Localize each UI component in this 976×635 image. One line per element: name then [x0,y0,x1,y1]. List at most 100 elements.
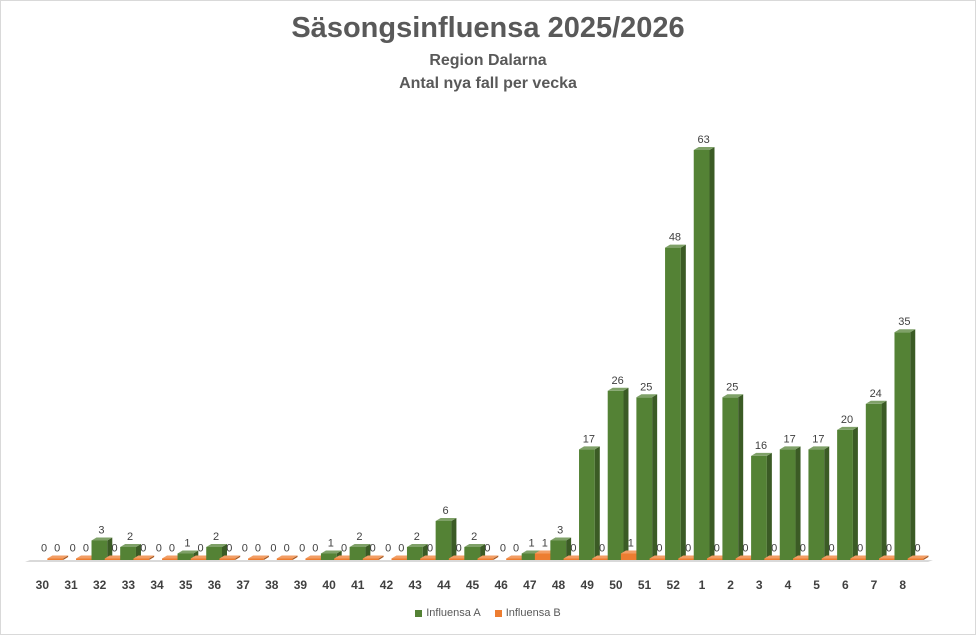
chart-subtitle-measure: Antal nya fall per vecka [399,75,577,92]
bar-b-8 [907,558,924,560]
value-label-b-4: 0 [800,543,806,555]
bar-a-1 [693,150,710,560]
x-tick-48: 48 [552,578,566,592]
bar-top-a-3 [751,452,772,456]
bar-b-50 [620,553,637,560]
chart-legend: Influensa A Influensa B [0,607,976,619]
bar-top-a-33 [120,543,141,547]
value-label-a-50: 26 [611,375,623,387]
bar-top-a-45 [464,543,486,547]
bar-side-a-4 [795,446,801,560]
bar-side-a-52 [680,244,686,560]
bar-b-46 [506,558,522,560]
value-label-b-48: 0 [570,543,576,555]
bar-b-52 [678,558,695,560]
value-label-a-43: 2 [414,531,420,543]
value-label-b-41: 0 [370,543,376,555]
bar-side-b-38 [292,555,298,560]
value-label-a-49: 17 [583,433,595,445]
value-label-a-48: 3 [557,524,563,536]
value-label-b-35: 0 [198,543,204,555]
bar-b-49 [592,558,608,560]
bar-top-a-43 [406,543,428,547]
bar-top-a-2 [722,394,744,398]
value-label-b-34: 0 [169,543,175,555]
value-label-b-33: 0 [140,543,146,555]
bar-a-5 [808,449,825,560]
value-label-b-43: 0 [427,543,433,555]
bar-b-45 [477,558,494,560]
bar-top-a-32 [91,537,113,541]
bar-b-38 [276,558,293,560]
bar-top-b-37 [248,555,269,559]
value-label-b-52: 0 [685,543,691,555]
bar-b-31 [76,558,92,560]
bar-side-b-33 [149,555,155,560]
bar-side-b-8 [923,555,929,560]
bar-b-51 [649,558,666,560]
bar-top-a-40 [320,550,342,554]
x-tick-30: 30 [36,578,50,592]
bar-top-a-51 [636,394,658,398]
bar-a-52 [665,247,681,560]
bar-b-30 [47,558,64,560]
value-label-a-40: 1 [328,537,334,549]
value-label-a-30: 0 [41,543,47,555]
value-label-b-50: 1 [628,537,634,549]
x-tick-42: 42 [380,578,394,592]
value-label-b-3: 0 [771,543,777,555]
bar-a-33 [120,546,136,560]
x-tick-7: 7 [871,578,878,592]
value-label-b-7: 0 [886,543,892,555]
value-label-b-44: 0 [456,543,462,555]
bar-top-b-41 [362,555,384,559]
value-label-a-45: 2 [471,531,477,543]
bar-b-4 [792,558,809,560]
value-label-a-34: 0 [156,543,162,555]
value-label-a-5: 17 [812,433,824,445]
x-tick-6: 6 [842,578,849,592]
value-label-a-1: 63 [698,134,710,146]
x-tick-41: 41 [351,578,365,592]
bar-top-b-38 [276,555,298,559]
value-label-a-46: 0 [500,543,506,555]
value-label-b-39: 0 [312,543,318,555]
bar-b-48 [563,558,580,560]
bar-b-32 [104,558,121,560]
x-tick-39: 39 [294,578,308,592]
x-tick-36: 36 [208,578,222,592]
legend-label-influensa-a: Influensa A [426,607,481,619]
bar-a-7 [865,403,882,560]
legend-swatch-influensa-a [415,609,423,617]
bar-side-b-37 [263,555,269,560]
x-tick-51: 51 [638,578,652,592]
bar-a-6 [837,429,853,560]
bar-a-3 [751,455,767,560]
value-label-a-37: 0 [242,543,248,555]
legend-item-influensa-b: Influensa B [494,607,561,619]
value-label-b-1: 0 [714,543,720,555]
bar-b-36 [219,558,236,560]
bar-top-a-1 [693,147,715,150]
value-label-a-36: 2 [213,531,219,543]
value-label-b-38: 0 [284,543,290,555]
legend-label-influensa-b: Influensa B [505,607,561,619]
bar-b-47 [534,553,551,560]
bar-top-b-45 [477,555,499,559]
bar-side-a-44 [451,517,457,560]
value-label-a-52: 48 [669,232,681,244]
x-tick-32: 32 [93,578,107,592]
bar-b-2 [735,558,752,560]
bar-side-a-49 [594,446,600,560]
legend-swatch-influensa-b [494,609,502,617]
bar-side-a-32 [107,537,113,560]
bar-side-a-48 [566,537,572,560]
bar-b-42 [391,558,408,560]
bar-side-a-51 [652,394,658,560]
bar-top-a-5 [808,446,830,450]
value-label-b-2: 0 [742,543,748,555]
value-label-a-35: 1 [184,537,190,549]
value-label-a-3: 16 [755,440,767,452]
value-label-a-51: 25 [640,381,652,393]
